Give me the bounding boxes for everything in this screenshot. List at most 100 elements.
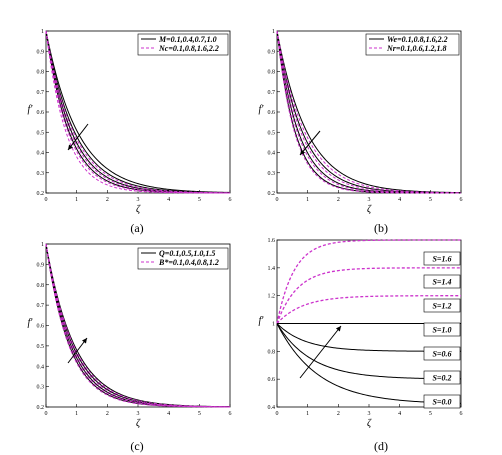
curve-d xyxy=(276,295,461,324)
x-tick-label: 1 xyxy=(75,197,78,203)
x-tick-label: 6 xyxy=(460,197,463,203)
curve-b xyxy=(276,30,462,194)
y-tick-label: 0.7 xyxy=(37,90,45,96)
x-tick-label: 6 xyxy=(229,197,232,203)
x-tick-label: 3 xyxy=(368,197,371,203)
caption-c: (c) xyxy=(130,439,143,453)
y-tick-label: 0.6 xyxy=(268,377,276,383)
y-axis-label-a: f′ xyxy=(28,104,34,115)
y-tick-label: 0.4 xyxy=(37,151,45,157)
x-tick-label: 6 xyxy=(460,411,463,417)
trend-arrow-a xyxy=(67,123,89,151)
x-tick-label: 0 xyxy=(276,197,279,203)
trend-arrow-d xyxy=(299,325,342,379)
y-tick-label: 1.2 xyxy=(268,294,276,300)
y-axis-label-d: f′ xyxy=(259,316,265,327)
y-tick-label: 0.2 xyxy=(37,405,45,411)
y-axis-label-c: f′ xyxy=(28,318,34,329)
curve-b xyxy=(276,30,462,194)
curve-a xyxy=(45,30,230,194)
caption-b: (b) xyxy=(374,221,388,235)
y-tick-label: 1 xyxy=(41,242,44,248)
y-tick-label: 0.7 xyxy=(37,303,45,309)
s-label: S=0.6 xyxy=(432,350,451,359)
panel-c: 0 1 2 3 4 5 6 0.2 0.3 0.4 0.5 0.6 0.7 0.8 0.9 1 ζ f′ Q=0.1… xyxy=(28,242,232,453)
y-axis-label-b: f′ xyxy=(259,104,265,115)
s-label-box xyxy=(423,394,461,409)
x-tick-label: 2 xyxy=(337,411,340,417)
x-tick-label: 0 xyxy=(276,411,279,417)
y-tick-label: 0.2 xyxy=(268,191,276,197)
s-label: S=1.0 xyxy=(432,326,451,335)
x-tick-label: 2 xyxy=(106,197,109,203)
s-label-box xyxy=(423,274,461,289)
x-tick-label: 5 xyxy=(429,197,432,203)
plot-area-a: 0 1 2 3 4 5 6 0.2 0.3 0.4 0.5 0.6 0.7 0.8 0.9 1 ζ f′ M=0.1… xyxy=(28,29,232,215)
x-tick-label: 0 xyxy=(45,197,48,203)
caption-a: (a) xyxy=(130,221,143,235)
y-tick-label: 0.4 xyxy=(37,364,45,370)
legend-label: B*=0.1,0.4,0.8,1.2 xyxy=(158,258,219,267)
y-tick-label: 0.6 xyxy=(268,110,276,116)
s-label: S=1.6 xyxy=(432,255,451,264)
panel-a: 0 1 2 3 4 5 6 0.2 0.3 0.4 0.5 0.6 0.7 0.8 0.9 1 ζ f′ M=0.1… xyxy=(28,29,232,235)
legend-box-a xyxy=(137,33,229,56)
curve-b xyxy=(276,30,462,194)
plot-area-d: 0 1 2 3 4 5 6 0.4 0.6 0.8 1 1.2 1.4 1.6 ζ f′ S=1.6 S=1.4 S… xyxy=(259,238,463,429)
x-tick-label: 2 xyxy=(106,411,109,417)
legend-label: Nc=0.1,0.8,1.6,2.2 xyxy=(158,44,219,53)
s-label-box xyxy=(423,346,461,361)
x-tick-label: 5 xyxy=(198,197,201,203)
y-tick-label: 0.5 xyxy=(268,130,276,136)
x-tick-label: 5 xyxy=(429,411,432,417)
trend-arrow-d-head xyxy=(335,326,341,332)
s-label-box xyxy=(423,251,461,266)
y-tick-label: 0.3 xyxy=(37,385,45,391)
y-tick-label: 1.6 xyxy=(268,238,276,244)
y-tick-label: 0.5 xyxy=(37,344,45,350)
panel-b: 0 1 2 3 4 5 6 0.2 0.3 0.4 0.5 0.6 0.7 0.8 0.9 1 ζ f′ We=0.… xyxy=(259,29,463,235)
trend-arrow-c xyxy=(67,337,88,364)
legend-label: Nr=0.1,0.6,1.2,1.8 xyxy=(386,44,446,53)
y-tick-label: 1 xyxy=(272,322,275,328)
curve-a xyxy=(45,30,231,193)
s-label: S=1.2 xyxy=(432,302,451,311)
y-tick-label: 1 xyxy=(272,29,275,35)
y-tick-label: 0.8 xyxy=(37,283,45,289)
y-tick-label: 0.2 xyxy=(37,191,45,197)
trend-arrow-b-head xyxy=(300,149,306,155)
y-tick-label: 0.7 xyxy=(268,90,276,96)
plot-area-b: 0 1 2 3 4 5 6 0.2 0.3 0.4 0.5 0.6 0.7 0.8 0.9 1 ζ f′ We=0.… xyxy=(259,29,463,215)
x-tick-label: 3 xyxy=(137,411,140,417)
s-label-box xyxy=(423,370,461,385)
x-axis-label-b: ζ xyxy=(367,204,372,215)
caption-d: (d) xyxy=(374,439,388,453)
x-tick-label: 1 xyxy=(306,197,309,203)
x-tick-label: 3 xyxy=(137,197,140,203)
trend-arrow-b xyxy=(299,130,321,156)
x-tick-label: 3 xyxy=(368,411,371,417)
legend-label: Q=0.1,0.5,1.0,1.5 xyxy=(159,249,215,258)
curve-d xyxy=(276,239,461,324)
curve-d xyxy=(276,267,461,324)
x-tick-label: 0 xyxy=(45,411,48,417)
legend-box-b xyxy=(365,33,460,56)
y-tick-label: 0.6 xyxy=(37,324,45,330)
x-tick-label: 5 xyxy=(198,411,201,417)
y-tick-label: 1 xyxy=(41,29,44,35)
x-tick-label: 6 xyxy=(229,411,232,417)
y-tick-label: 0.3 xyxy=(268,171,276,177)
s-label-box xyxy=(423,322,461,337)
s-label-box xyxy=(423,298,461,313)
x-tick-label: 4 xyxy=(398,197,401,203)
x-tick-label: 4 xyxy=(398,411,401,417)
curve-b xyxy=(276,30,461,194)
y-tick-label: 1.4 xyxy=(268,266,276,272)
x-axis-label-a: ζ xyxy=(136,204,141,215)
trend-arrow-c-head xyxy=(81,338,87,344)
y-tick-label: 0.6 xyxy=(37,110,45,116)
y-tick-label: 0.9 xyxy=(268,49,276,55)
curve-b xyxy=(276,30,461,194)
s-label: S=1.4 xyxy=(432,278,451,287)
